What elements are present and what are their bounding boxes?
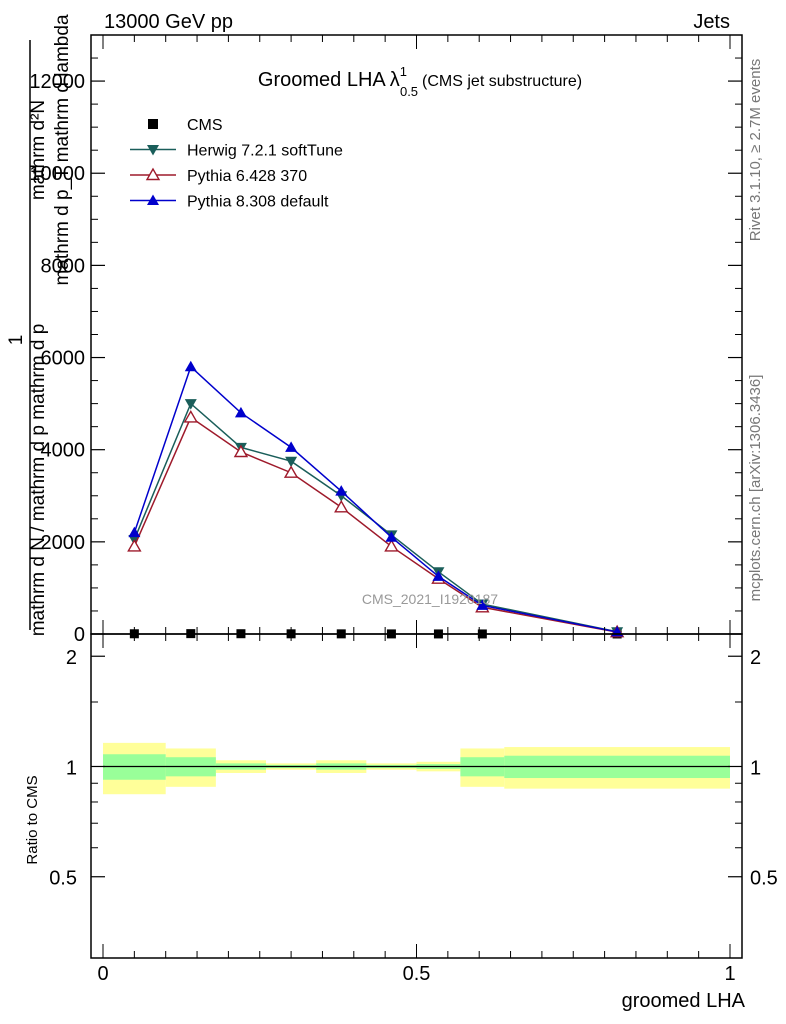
legend-marker-square: [148, 119, 158, 129]
y-label-denominator: mathrm d p_T mathrm d lambda: [52, 14, 73, 285]
data-point-triangle-open: [283, 465, 299, 478]
x-axis-label: groomed LHA: [622, 990, 746, 1012]
ratio-y-tick-label-right: 1: [750, 757, 761, 779]
y-label-numerator: mathrm d²N: [28, 100, 49, 200]
ratio-y-tick-label-right: 0.5: [750, 868, 778, 890]
ratio-y-axis-label: Ratio to CMS: [24, 775, 41, 864]
title-note: (CMS jet substructure): [422, 73, 582, 90]
main-y-tick-label: 0: [74, 624, 85, 646]
legend-label: Herwig 7.2.1 softTune: [187, 143, 343, 160]
data-point-triangle-open: [127, 539, 142, 552]
data-point-triangle-up: [285, 441, 298, 452]
title-symbol: λ: [390, 69, 400, 91]
ratio-y-tick-label: 1: [66, 757, 77, 779]
data-point-triangle-up: [432, 570, 445, 581]
mcplots-label: mcplots.cern.ch [arXiv:1306.3436]: [747, 375, 764, 602]
data-point-triangle-up: [184, 360, 197, 372]
legend-marker-triangle-down: [147, 145, 159, 156]
main-y-tick-label: 2000: [41, 532, 86, 554]
title-text: Groomed LHA: [258, 69, 386, 91]
legend-label: Pythia 8.308 default: [187, 194, 329, 211]
ratio-frame-rect: [90, 633, 743, 959]
data-point-triangle-up: [335, 485, 348, 496]
category-label: Jets: [693, 11, 730, 33]
rivet-version-label: Rivet 3.1.10, ≥ 2.7M events: [747, 59, 764, 242]
ratio-x-tick-label: 0: [97, 963, 108, 985]
ratio-plot-frame: [90, 633, 743, 959]
ratio-x-tick-label: 0.5: [403, 963, 431, 985]
ratio-x-axis: 0 0.5 1: [97, 634, 736, 985]
data-point-triangle-down: [285, 456, 298, 468]
main-y-tick-label: 8000: [41, 255, 86, 277]
analysis-watermark: CMS_2021_I1920187: [362, 591, 498, 607]
data-point-triangle-open: [334, 499, 349, 513]
data-point-triangle-up: [385, 531, 398, 542]
ratio-y-tick-label: 2: [66, 647, 77, 669]
legend: CMS Herwig 7.2.1 softTune Pythia 6.428 370…: [130, 117, 343, 211]
ratio-x-tick-label: 1: [724, 963, 735, 985]
ratio-bands-group: [103, 742, 730, 795]
chart-title: Groomed LHA λ1 0.5 (CMS jet substructure): [258, 64, 582, 99]
legend-label: Pythia 6.428 370: [187, 168, 307, 185]
main-y-tick-label: 4000: [41, 440, 86, 462]
legend-label: CMS: [187, 117, 223, 134]
data-point-triangle-up: [234, 406, 247, 418]
legend-marker-triangle-open: [145, 167, 161, 181]
main-y-axis: 0 2000 4000 6000 8000 10000 12000: [29, 34, 742, 646]
legend-marker-triangle-up: [147, 194, 159, 205]
data-point-triangle-open: [183, 410, 198, 423]
data-point-triangle-up: [476, 599, 489, 610]
main-series-group: [127, 360, 625, 639]
ratio-y-tick-label: 0.5: [49, 868, 77, 890]
main-y-axis-label: 1 mathrm d²N mathrm d N / mathrm d p mat…: [6, 14, 73, 636]
data-point-triangle-down: [184, 399, 197, 410]
data-point-triangle-open: [384, 539, 399, 552]
main-y-tick-label: 10000: [29, 163, 85, 185]
data-point-triangle-up: [128, 526, 141, 538]
main-y-tick-label: 12000: [29, 71, 85, 93]
main-y-tick-label: 6000: [41, 348, 86, 370]
y-label-prefactor-den: mathrm d N / mathrm d p mathrm d p: [28, 324, 49, 637]
series-3: [128, 360, 624, 637]
energy-label: 13000 GeV pp: [104, 11, 233, 33]
data-point-triangle-open: [233, 444, 249, 458]
y-label-prefactor-num: 1: [6, 335, 27, 346]
ratio-y-axis: 0.5 0.5 1 1 2 2: [49, 647, 778, 890]
title-superscript: 1: [400, 64, 407, 79]
title-subscript: 0.5: [400, 84, 418, 99]
ratio-y-tick-label-right: 2: [750, 647, 761, 669]
